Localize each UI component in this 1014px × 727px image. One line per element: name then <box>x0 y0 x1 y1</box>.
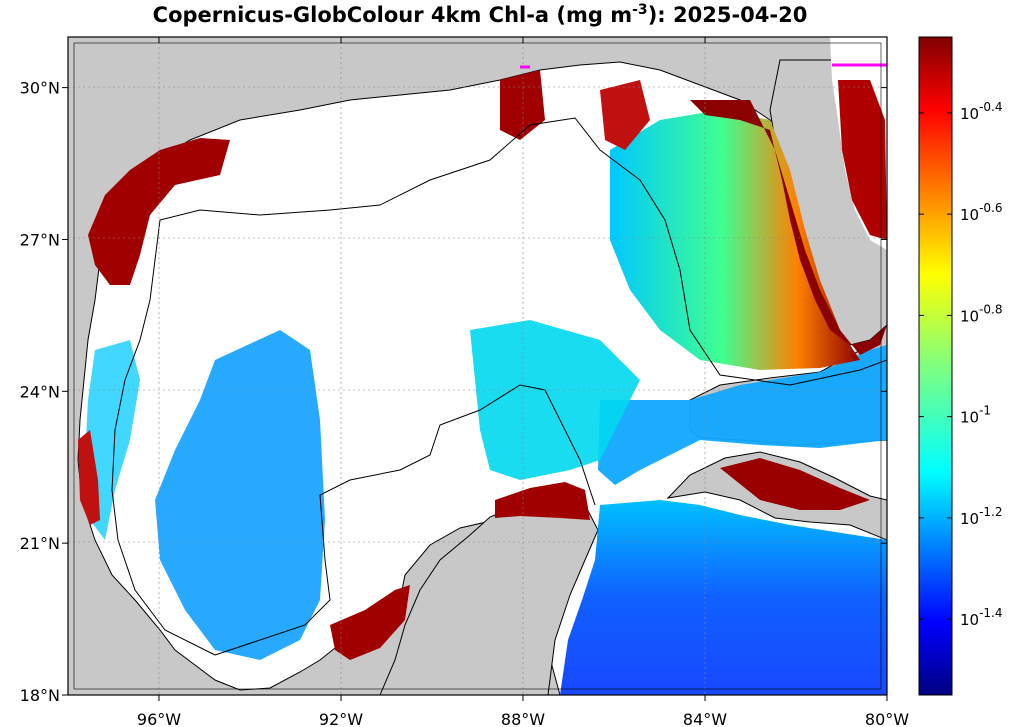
cuba-north-bloom <box>720 458 870 510</box>
map-grid <box>68 37 887 695</box>
longitude-axis: 96°W 92°W 88°W 84°W 80°W <box>137 37 909 727</box>
colorbar-tick-label: 10-0.4 <box>960 100 1003 123</box>
yucatan-coast-bloom <box>495 482 590 520</box>
colorbar <box>918 36 953 696</box>
eastern-gulf-chl <box>470 320 640 480</box>
western-shelf-contour <box>111 299 216 656</box>
east-florida-bloom <box>838 80 887 240</box>
lat-tick-label: 30°N <box>20 79 60 98</box>
colorbar-tick-label: 10-0.6 <box>960 201 1003 224</box>
lon-tick-label: 96°W <box>137 710 181 727</box>
lon-tick-label: 84°W <box>683 710 727 727</box>
yucatan-shelf-contour <box>214 384 596 656</box>
lat-tick-label: 18°N <box>20 686 60 705</box>
colorbar-ticks: 10-0.4 10-0.6 10-0.8 10-1 10-1.2 10-1.4 <box>919 100 1003 629</box>
florida-panhandle-bloom <box>600 80 650 150</box>
colorbar-tick-label: 10-0.8 <box>960 302 1003 325</box>
caribbean-water <box>560 500 887 695</box>
campeche-bloom <box>330 585 410 660</box>
lon-tick-label: 92°W <box>319 710 363 727</box>
veracruz-bloom <box>78 430 100 525</box>
western-gulf-chl <box>155 330 325 660</box>
lat-tick-label: 27°N <box>20 230 60 249</box>
lon-tick-label: 88°W <box>501 710 545 727</box>
lat-tick-label: 24°N <box>20 382 60 401</box>
map-title: Copernicus-GlobColour 4km Chl-a (mg m-3)… <box>152 2 808 27</box>
lon-tick-label: 80°W <box>865 710 909 727</box>
colorbar-tick-label: 10-1.2 <box>960 505 1003 528</box>
west-florida-shelf-chl <box>610 110 860 370</box>
colorbar-tick-label: 10-1.4 <box>960 606 1003 629</box>
mississippi-plume <box>500 70 545 140</box>
latitude-axis: 18°N 21°N 24°N 27°N 30°N <box>20 79 887 705</box>
shelf-contour <box>149 117 887 386</box>
lat-tick-label: 21°N <box>20 534 60 553</box>
colorbar-tick-label: 10-1 <box>960 404 991 427</box>
texas-coast-bloom <box>88 138 230 285</box>
